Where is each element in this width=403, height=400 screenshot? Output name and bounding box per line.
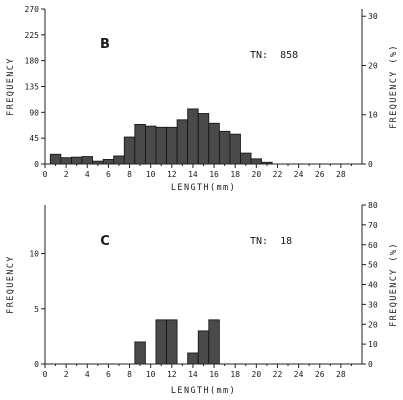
bar-length-8 xyxy=(123,136,136,165)
y-left-tick-label: 45 xyxy=(29,134,39,143)
histogram-panel-c: 0 2 4 6 8 10 12 14 16 18 20 22 24 26 28051001020304050… xyxy=(6,201,399,396)
bars xyxy=(134,319,220,365)
x-tick-label: 10 xyxy=(146,370,156,379)
y-left-tick-label: 180 xyxy=(25,57,40,66)
x-tick-label: 20 xyxy=(252,170,262,179)
x-tick-label: 16 xyxy=(209,170,219,179)
bar-length-16 xyxy=(208,319,220,365)
bar-length-2 xyxy=(60,157,72,165)
x-tick-label: 0 xyxy=(43,370,48,379)
y-right-tick-label: 30 xyxy=(368,12,378,21)
bar-length-3 xyxy=(71,156,83,165)
x-tick-label: 4 xyxy=(85,370,90,379)
y-axis-right-title: FREQUENCY (%) xyxy=(389,44,399,129)
x-axis-title: LENGTH(mm) xyxy=(171,386,236,396)
y-left-tick-label: 5 xyxy=(34,305,39,314)
total-number-annotation: TN: 18 xyxy=(250,236,292,247)
y-left-tick-label: 225 xyxy=(25,31,40,40)
bar-length-7 xyxy=(113,155,125,165)
x-tick-label: 6 xyxy=(106,370,111,379)
histogram-panel-b: 0 2 4 6 8 10 12 14 16 18 20 22 24 26 28045901351802252… xyxy=(6,5,399,193)
y-right-tick-label: 0 xyxy=(368,160,373,169)
x-tick-label: 2 xyxy=(64,170,69,179)
x-tick-label: 8 xyxy=(127,170,132,179)
y-axis-right-title: FREQUENCY (%) xyxy=(389,242,399,327)
bar-length-20 xyxy=(250,158,263,165)
bar-length-15 xyxy=(197,330,210,365)
bar-length-10 xyxy=(144,125,157,165)
x-tick-label: 28 xyxy=(336,170,346,179)
bar-length-4 xyxy=(81,156,93,165)
bar-length-6 xyxy=(102,159,115,165)
x-tick-label: 14 xyxy=(188,170,198,179)
y-left-tick-label: 270 xyxy=(25,5,40,14)
x-tick-label: 28 xyxy=(336,370,346,379)
x-tick-label: 0 xyxy=(43,170,48,179)
y-left-tick-label: 0 xyxy=(34,160,39,169)
bar-length-14 xyxy=(187,108,199,165)
y-right-tick-label: 60 xyxy=(368,241,378,250)
bar-length-12 xyxy=(166,319,178,365)
bar-length-14 xyxy=(187,352,199,365)
panel-label: B xyxy=(100,37,110,52)
bar-length-1 xyxy=(49,153,62,165)
y-right-tick-label: 0 xyxy=(368,360,373,369)
y-axis-left-title: FREQUENCY xyxy=(6,255,16,314)
bar-length-11 xyxy=(155,126,167,165)
bars xyxy=(49,108,273,165)
y-right-tick-label: 20 xyxy=(368,320,378,329)
y-right-tick-label: 20 xyxy=(368,61,378,70)
y-left-tick-label: 135 xyxy=(25,83,40,92)
bar-length-18 xyxy=(229,133,241,165)
y-axis-left-title: FREQUENCY xyxy=(6,57,16,116)
y-right-tick-label: 30 xyxy=(368,300,378,309)
x-tick-label: 22 xyxy=(273,370,283,379)
x-tick-label: 24 xyxy=(294,170,304,179)
y-right-tick-label: 10 xyxy=(368,111,378,120)
x-tick-label: 4 xyxy=(85,170,90,179)
x-tick-label: 12 xyxy=(167,370,177,379)
x-axis-title: LENGTH(mm) xyxy=(171,183,236,193)
bar-length-19 xyxy=(240,152,252,165)
x-tick-label: 24 xyxy=(294,370,304,379)
bar-length-11 xyxy=(155,319,167,365)
bar-length-9 xyxy=(134,123,146,165)
y-right-tick-label: 40 xyxy=(368,281,378,290)
bar-length-12 xyxy=(166,126,178,165)
y-left-tick-label: 10 xyxy=(29,250,39,259)
x-tick-label: 10 xyxy=(146,170,156,179)
x-tick-label: 26 xyxy=(315,170,325,179)
y-right-tick-label: 10 xyxy=(368,340,378,349)
total-number-annotation: TN: 858 xyxy=(250,50,298,61)
x-tick-label: 26 xyxy=(315,370,325,379)
y-left-tick-label: 0 xyxy=(34,360,39,369)
x-tick-label: 20 xyxy=(252,370,262,379)
x-tick-label: 22 xyxy=(273,170,283,179)
x-tick-label: 12 xyxy=(167,170,177,179)
bar-length-16 xyxy=(208,122,220,165)
x-tick-label: 8 xyxy=(127,370,132,379)
x-tick-label: 16 xyxy=(209,370,219,379)
x-tick-label: 18 xyxy=(230,170,240,179)
panel-label: C xyxy=(100,234,110,249)
bar-length-13 xyxy=(176,119,189,165)
x-tick-label: 6 xyxy=(106,170,111,179)
y-right-tick-label: 70 xyxy=(368,221,378,230)
y-left-tick-label: 90 xyxy=(29,108,39,117)
y-right-tick-label: 50 xyxy=(368,261,378,270)
y-right-tick-label: 80 xyxy=(368,201,378,210)
x-tick-label: 14 xyxy=(188,370,198,379)
bar-length-9 xyxy=(134,341,146,365)
x-tick-label: 18 xyxy=(230,370,240,379)
bar-length-17 xyxy=(218,130,231,165)
x-tick-label: 2 xyxy=(64,370,69,379)
bar-length-15 xyxy=(197,113,210,165)
